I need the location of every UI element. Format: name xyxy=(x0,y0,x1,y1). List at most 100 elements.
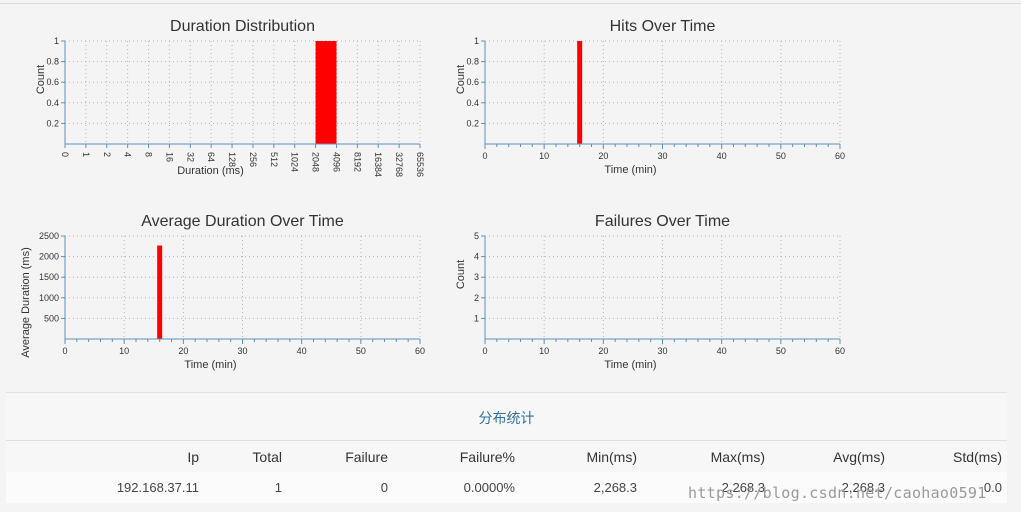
col-header-max: Max(ms) xyxy=(710,449,765,465)
x-tick-label: 128 xyxy=(227,152,237,167)
watermark: https://blog.csdn.net/caohao0591 xyxy=(688,484,987,502)
col-header-min: Min(ms) xyxy=(586,449,637,465)
cell-total: 1 xyxy=(274,480,282,495)
chart-title: Average Duration Over Time xyxy=(141,213,344,230)
x-tick-label: 60 xyxy=(835,151,845,161)
x-tick-label: 30 xyxy=(657,151,667,161)
x-axis-label: Time (min) xyxy=(604,164,656,176)
col-header-failure: Failure xyxy=(345,449,388,465)
hits-over-time-chart: Hits Over Time 0 10 20 30 40 50 60 0.2 0.4 0.6 0.8 1… xyxy=(455,18,845,176)
x-tick-label: 8192 xyxy=(352,152,362,172)
y-axis-label: Average Duration (ms) xyxy=(20,247,32,357)
cell-avg: 2,268.3 xyxy=(841,480,885,495)
x-tick-label: 32 xyxy=(185,152,195,162)
cell-std: 0.0 xyxy=(983,480,1002,495)
cell-min: 2,268.3 xyxy=(593,480,637,495)
y-tick-label: 3 xyxy=(474,272,479,282)
y-tick-label: 4 xyxy=(474,252,479,262)
x-tick-label: 64 xyxy=(206,152,216,162)
chart-title: Failures Over Time xyxy=(595,213,730,230)
chart-title: Duration Distribution xyxy=(170,18,315,35)
cell-failure: 0 xyxy=(380,480,388,495)
x-tick-label: 4 xyxy=(123,152,133,157)
x-tick-label: 50 xyxy=(776,151,786,161)
bar xyxy=(315,41,337,144)
x-tick-label: 60 xyxy=(835,346,845,356)
duration-distribution-chart: Duration Distribution 0 1 2 4 8 16 32 64 128 256 51… xyxy=(35,18,425,177)
y-tick-label: 2000 xyxy=(39,252,59,262)
x-tick-label: 512 xyxy=(269,152,279,167)
col-header-avg: Avg(ms) xyxy=(833,449,885,465)
y-tick-label: 0.4 xyxy=(46,98,59,108)
x-tick-label: 32768 xyxy=(394,152,404,177)
col-header-std: Std(ms) xyxy=(953,449,1002,465)
x-tick-label: 10 xyxy=(539,151,549,161)
x-tick-label: 1 xyxy=(81,152,91,157)
x-tick-label: 0 xyxy=(482,151,487,161)
x-tick-label: 40 xyxy=(297,346,307,356)
cell-failure-percent: 0.0000% xyxy=(463,480,515,495)
chart-title: Hits Over Time xyxy=(610,18,716,35)
x-tick-label: 16384 xyxy=(373,152,383,177)
x-axis-label: Duration (ms) xyxy=(177,165,244,177)
x-tick-label: 20 xyxy=(178,346,188,356)
table-row: 192.168.37.11 1 0 0.0000% 2,268.3 2,268.… xyxy=(6,472,1007,503)
cell-max: 2,268.3 xyxy=(721,480,765,495)
x-axis-label: Time (min) xyxy=(184,359,236,371)
x-tick-label: 256 xyxy=(248,152,258,167)
y-tick-label: 1 xyxy=(474,313,479,323)
failures-over-time-chart: Failures Over Time 0 10 20 30 40 50 60 1 2 3 4 5 Time… xyxy=(455,213,845,371)
y-tick-label: 0.4 xyxy=(466,98,479,108)
y-tick-label: 5 xyxy=(474,231,479,241)
y-tick-label: 0.6 xyxy=(466,77,479,87)
col-header-total: Total xyxy=(252,449,282,465)
y-tick-label: 1 xyxy=(54,36,59,46)
x-tick-label: 4096 xyxy=(331,152,341,172)
x-tick-label: 30 xyxy=(237,346,247,356)
y-axis-label: Count xyxy=(455,260,467,289)
x-tick-label: 65536 xyxy=(415,152,425,177)
y-tick-label: 0.2 xyxy=(46,118,59,128)
y-tick-label: 1000 xyxy=(39,293,59,303)
col-header-failure-percent: Failure% xyxy=(459,449,515,465)
x-tick-label: 50 xyxy=(776,346,786,356)
x-tick-label: 1024 xyxy=(290,152,300,172)
x-tick-label: 40 xyxy=(717,151,727,161)
x-tick-label: 0 xyxy=(60,152,70,157)
average-duration-chart: Average Duration Over Time 0 10 20 30 40 50 60 5… xyxy=(20,213,425,371)
bar xyxy=(157,245,163,339)
x-tick-label: 16 xyxy=(164,152,174,162)
x-tick-label: 10 xyxy=(539,346,549,356)
y-tick-label: 1500 xyxy=(39,272,59,282)
x-tick-label: 2 xyxy=(102,152,112,157)
top-divider xyxy=(0,3,1021,4)
y-axis-label: Count xyxy=(35,65,47,94)
distribution-stats-panel: 分布统计 Ip Total Failure Failure% Min(ms) M… xyxy=(6,392,1007,503)
x-tick-label: 10 xyxy=(119,346,129,356)
y-tick-label: 0.6 xyxy=(46,77,59,87)
y-tick-label: 500 xyxy=(44,313,59,323)
y-tick-label: 2 xyxy=(474,293,479,303)
x-tick-label: 30 xyxy=(657,346,667,356)
y-tick-label: 0.2 xyxy=(466,118,479,128)
x-tick-label: 50 xyxy=(356,346,366,356)
x-tick-label: 20 xyxy=(598,346,608,356)
x-axis-label: Time (min) xyxy=(604,359,656,371)
bar xyxy=(577,41,583,144)
col-header-ip: Ip xyxy=(187,449,199,465)
y-axis-label: Count xyxy=(455,65,467,94)
y-tick-label: 0.8 xyxy=(46,57,59,67)
y-tick-label: 1 xyxy=(474,36,479,46)
stats-header-row: Ip Total Failure Failure% Min(ms) Max(ms… xyxy=(6,440,1007,473)
x-tick-label: 2048 xyxy=(311,152,321,172)
y-tick-label: 2500 xyxy=(39,231,59,241)
x-tick-label: 0 xyxy=(482,346,487,356)
x-tick-label: 8 xyxy=(144,152,154,157)
cell-ip: 192.168.37.11 xyxy=(116,480,199,495)
x-tick-label: 20 xyxy=(598,151,608,161)
stats-title: 分布统计 xyxy=(478,410,535,426)
y-tick-label: 0.8 xyxy=(466,57,479,67)
x-tick-label: 40 xyxy=(717,346,727,356)
x-tick-label: 60 xyxy=(415,346,425,356)
x-tick-label: 0 xyxy=(62,346,67,356)
